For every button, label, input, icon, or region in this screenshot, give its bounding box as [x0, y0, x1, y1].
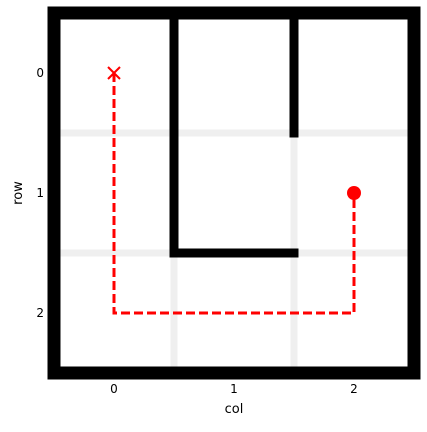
x-tick-label: 1 [230, 382, 238, 396]
y-axis: 0 1 2 [36, 66, 54, 320]
solution-path [112, 73, 356, 315]
x-axis: 0 1 2 [110, 373, 358, 396]
end-marker [347, 186, 361, 200]
markers [107, 66, 361, 200]
x-axis-label: col [225, 402, 244, 417]
y-tick-label: 0 [36, 66, 44, 80]
x-tick-label: 0 [110, 382, 118, 396]
y-tick-label: 2 [36, 306, 44, 320]
y-axis-label: row [11, 181, 26, 205]
x-tick-label: 2 [350, 382, 358, 396]
start-marker [107, 66, 121, 80]
y-tick-label: 1 [36, 186, 44, 200]
path-line [112, 73, 356, 315]
start-marker-stroke [107, 66, 121, 80]
